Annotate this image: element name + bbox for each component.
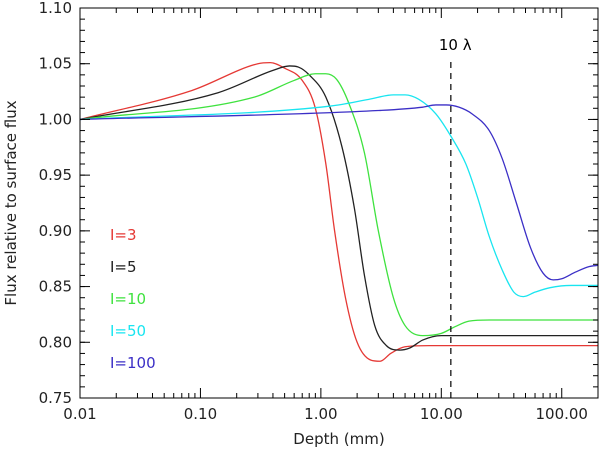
y-tick-label: 0.75 xyxy=(39,389,72,407)
tick-labels: 0.75 0.80 0.85 0.90 0.95 1.00 1.05 1.10 0.01 0.10… xyxy=(39,0,588,423)
y-tick-label: 1.00 xyxy=(39,110,72,128)
legend-entry-i100: I=100 xyxy=(110,354,156,372)
series-line-i3 xyxy=(79,61,598,362)
x-tick-label: 1.00 xyxy=(304,405,337,423)
axes-group xyxy=(79,7,599,399)
y-tick-label: 0.90 xyxy=(39,222,72,240)
y-tick-label: 1.10 xyxy=(39,0,72,17)
y-tick-label: 0.95 xyxy=(39,166,72,184)
series-line-i10 xyxy=(79,73,598,337)
ten-lambda-label: 10 λ xyxy=(439,36,472,54)
y-tick-label: 0.80 xyxy=(39,333,72,351)
legend-entry-i10: I=10 xyxy=(110,290,146,308)
legend-entry-i3: I=3 xyxy=(110,226,137,244)
x-tick-label: 100.00 xyxy=(535,405,588,423)
series-line-i100 xyxy=(79,104,599,281)
series-line-i5 xyxy=(79,65,598,351)
series-group xyxy=(79,61,599,362)
legend: I=3 I=5 I=10 I=50 I=100 xyxy=(110,226,156,372)
y-axis-title: Flux relative to surface flux xyxy=(2,100,20,305)
x-tick-label: 0.10 xyxy=(184,405,217,423)
x-axis-title: Depth (mm) xyxy=(293,430,384,448)
plot-frame xyxy=(79,7,599,399)
x-tick-label: 0.01 xyxy=(63,405,96,423)
x-tick-label: 10.00 xyxy=(420,405,463,423)
legend-entry-i50: I=50 xyxy=(110,322,146,340)
annotation-group: 10 λ xyxy=(439,36,472,398)
y-tick-label: 0.85 xyxy=(39,278,72,296)
legend-entry-i5: I=5 xyxy=(110,258,137,276)
y-tick-label: 1.05 xyxy=(39,55,72,73)
series-line-i50 xyxy=(79,94,598,298)
